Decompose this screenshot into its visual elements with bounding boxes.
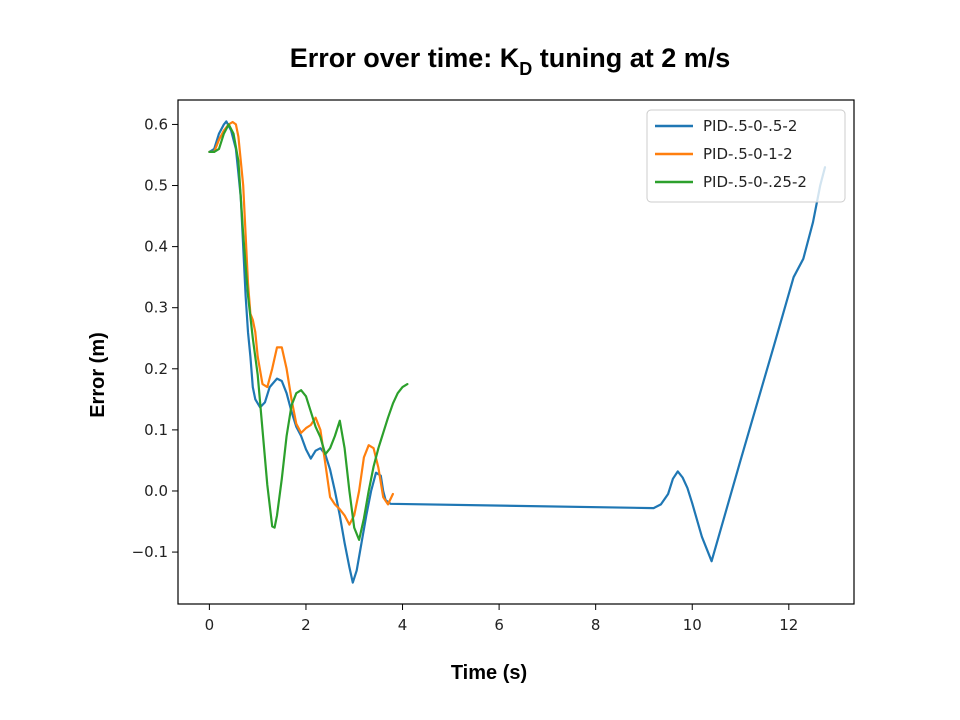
y-tick-label: 0.6 (144, 115, 168, 133)
x-axis-label: Time (s) (451, 662, 527, 684)
y-tick-label: 0.2 (144, 360, 168, 378)
y-tick-label: −0.1 (132, 543, 168, 561)
legend-label: PID-.5-0-1-2 (703, 145, 793, 163)
y-tick-label: 0.1 (144, 421, 168, 439)
series-line-1 (208, 120, 827, 584)
chart-title: Error over time: KD tuning at 2 m/s (290, 43, 731, 79)
y-tick-label: 0.3 (144, 299, 168, 317)
chart-title-suffix: tuning at 2 m/s (532, 43, 730, 73)
axes: 0 2 4 6 8 10 12 −0.1 0.0 0.1 0.2 0.3 0.4 0.5 0.6 (132, 99, 855, 634)
plot-frame (177, 99, 855, 605)
y-axis-label: Error (m) (87, 332, 109, 418)
chart-title-subscript: D (519, 59, 532, 79)
series-line-2 (208, 120, 394, 526)
chart-title-prefix: Error over time: K (290, 43, 520, 73)
x-tick-label: 12 (779, 616, 798, 634)
legend-label: PID-.5-0-.25-2 (703, 173, 807, 191)
x-tick-label: 2 (301, 616, 311, 634)
y-tick-label: 0.0 (144, 482, 168, 500)
x-tick-label: 6 (494, 616, 504, 634)
y-tick-label: 0.4 (144, 238, 168, 256)
x-tick-label: 8 (591, 616, 601, 634)
x-tick-label: 4 (398, 616, 408, 634)
plot-area (208, 120, 827, 584)
y-tick-label: 0.5 (144, 177, 168, 195)
legend-box (646, 109, 846, 203)
series-line-3 (208, 123, 409, 541)
legend: PID-.5-0-.5-2 PID-.5-0-1-2 PID-.5-0-.25-2 (646, 109, 846, 203)
legend-label: PID-.5-0-.5-2 (703, 117, 797, 135)
x-tick-label: 0 (205, 616, 215, 634)
x-tick-label: 10 (683, 616, 702, 634)
